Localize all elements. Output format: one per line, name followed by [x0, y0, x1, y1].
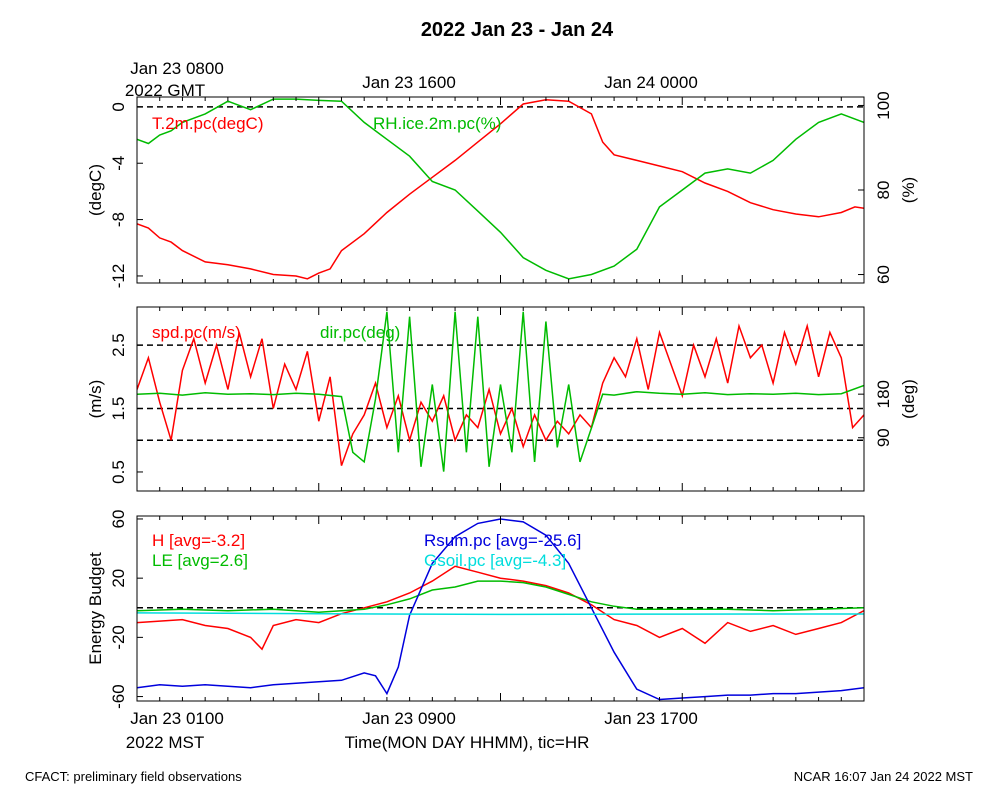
legend-LE: LE [avg=2.6] [152, 551, 248, 570]
y-tick-label-left-wind-0: 0.5 [109, 460, 128, 484]
panel-frame-wind [136, 306, 865, 492]
series-line-Rsum.pc [137, 518, 864, 701]
legend-T.2m.pc(degC): T.2m.pc(degC) [152, 114, 263, 133]
series-line-dir.pc(deg) [137, 311, 864, 472]
footer-right: NCAR 16:07 Jan 24 2022 MST [794, 769, 973, 784]
x-axis-label: Time(MON DAY HHMM), tic=HR [345, 733, 590, 752]
y-tick-label-right-temperature_rh-0: 100 [874, 91, 893, 119]
y-tick-label-left-temperature_rh-2: -8 [109, 212, 128, 227]
y-tick-label-left-energy-2: -20 [109, 625, 128, 650]
y-tick-label-left-energy-1: 20 [109, 569, 128, 588]
panels-group: 0 -4 -8 -12 (degC) 100 80 60 (%) T.2m.pc(degC) RH.… [86, 91, 918, 709]
series-line-RH.ice.2m.pc(%) [137, 98, 864, 280]
footer-left: CFACT: preliminary field observations [25, 769, 242, 784]
y-axis-label-right-temperature_rh: (%) [899, 177, 918, 203]
y-tick-label-right-temperature_rh-2: 60 [874, 265, 893, 284]
y-tick-label-left-energy-3: -60 [109, 684, 128, 709]
top-tick-label-1: Jan 23 1600 [362, 73, 456, 92]
y-tick-label-right-temperature_rh-1: 80 [874, 181, 893, 200]
legend-dir.pc(deg): dir.pc(deg) [320, 323, 400, 342]
top-tick-label-0: Jan 23 0800 [130, 59, 224, 78]
series-line-Gsoil.pc [137, 612, 864, 616]
series-group-energy [137, 518, 864, 701]
legend-Gsoil.pc: Gsoil.pc [avg=-4.3] [424, 551, 566, 570]
y-axis-label-left-energy: Energy Budget [86, 552, 105, 665]
legend-H: H [avg=-3.2] [152, 531, 245, 550]
y-tick-label-right-wind-1: 180 [874, 380, 893, 408]
series-line-spd.pc(m/s) [137, 323, 864, 466]
bottom-timezone-label: 2022 MST [126, 733, 204, 752]
y-axis-label-right-wind: (deg) [899, 379, 918, 419]
legend-spd.pc(m/s): spd.pc(m/s) [152, 323, 241, 342]
series-group-temperature_rh [137, 98, 864, 280]
y-tick-label-left-temperature_rh-0: 0 [109, 102, 128, 111]
y-tick-label-left-temperature_rh-1: -4 [109, 156, 128, 171]
y-tick-label-left-temperature_rh-3: -12 [109, 264, 128, 289]
y-axis-label-left-temperature_rh: (degC) [86, 164, 105, 216]
top-timezone-label: 2022 GMT [125, 81, 205, 100]
top-tick-label-2: Jan 24 0000 [604, 73, 698, 92]
series-line-LE [137, 580, 864, 613]
bottom-tick-label-1: Jan 23 0900 [362, 709, 456, 728]
y-tick-label-left-energy-0: 60 [109, 510, 128, 529]
bottom-tick-label-2: Jan 23 1700 [604, 709, 698, 728]
series-line-H [137, 565, 864, 651]
y-tick-label-right-wind-0: 90 [874, 428, 893, 447]
y-axis-label-left-wind: (m/s) [86, 380, 105, 419]
chart-title: 2022 Jan 23 - Jan 24 [421, 19, 614, 41]
bottom-tick-label-0: Jan 23 0100 [130, 709, 224, 728]
y-tick-label-left-wind-1: 1.5 [109, 397, 128, 421]
y-tick-label-left-wind-2: 2.5 [109, 333, 128, 357]
series-group-wind [137, 311, 864, 472]
panel-temperature_rh: 0 -4 -8 -12 (degC) 100 80 60 (%) T.2m.pc(degC) RH.… [86, 91, 918, 288]
legend-Rsum.pc: Rsum.pc [avg=-25.6] [424, 531, 581, 550]
legend-RH.ice.2m.pc(%): RH.ice.2m.pc(%) [373, 114, 501, 133]
panel-wind: 0.5 1.5 2.5 (m/s) 90 180 (deg) spd.pc(m/s) dir.p… [86, 306, 918, 492]
series-line-T.2m.pc(degC) [137, 99, 864, 280]
